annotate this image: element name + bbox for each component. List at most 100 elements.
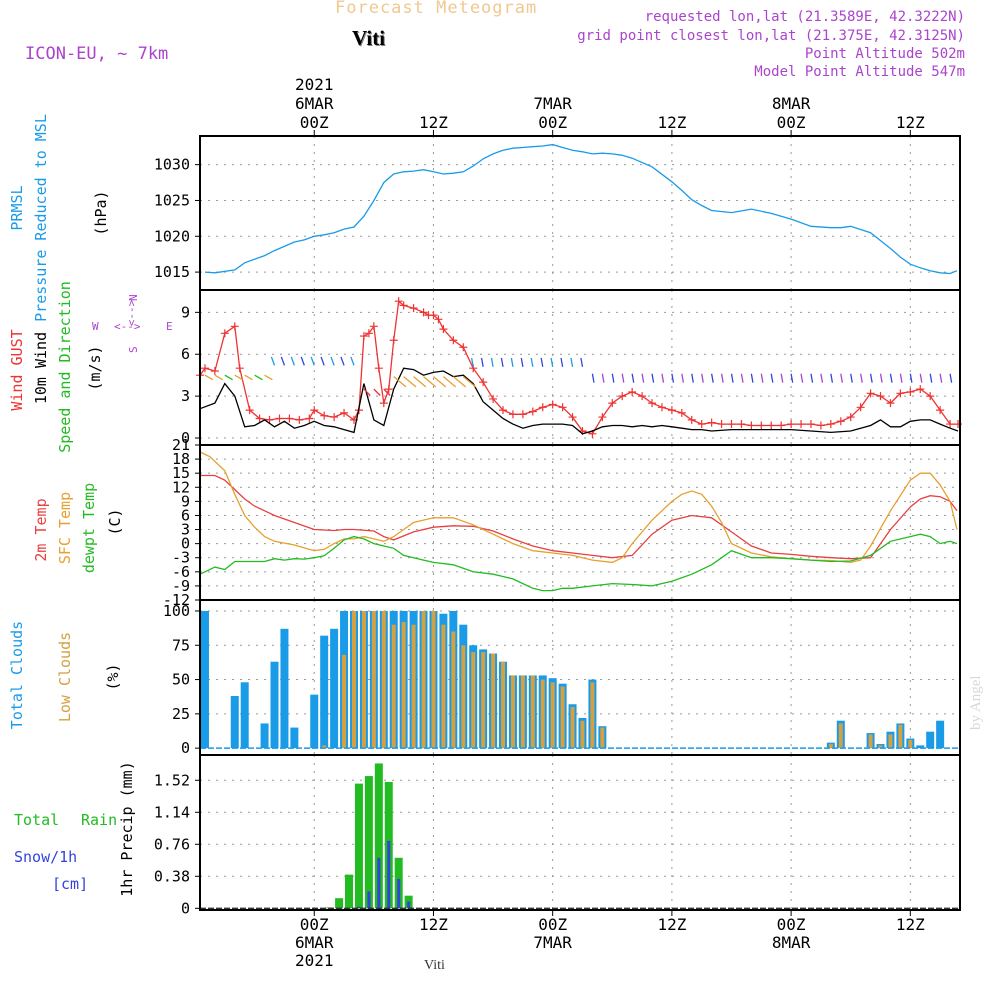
gust-marker [434,315,443,324]
rain-bar [335,898,344,909]
gust-marker [836,417,845,426]
gust-marker [409,304,418,313]
total-cloud-bar [230,696,239,749]
total-cloud-bar [260,723,269,749]
total-cloud-bar [200,610,209,749]
wind-arrow [373,388,381,396]
wind-arrow [510,357,514,367]
gust-marker [598,413,607,422]
wind-arrow [234,374,243,381]
wind-arrow [204,374,214,381]
low-cloud-bar [401,621,406,749]
snow-label: Snow/1h [14,848,77,866]
gust-marker [439,325,448,334]
wind-arrow [601,373,605,383]
wind-ytick-label: 9 [181,303,190,321]
low-cloud-bar [828,744,833,749]
gust-marker [305,414,314,423]
gust-marker [876,392,885,401]
gust-marker [856,403,865,412]
gust-marker [826,420,835,429]
pressure-unit: (hPa) [92,190,110,235]
wind-arrow [840,373,843,383]
gust-marker [787,420,796,429]
gust-marker [235,364,244,373]
wind-arrow [214,374,224,381]
wind-arrow [850,373,853,383]
compass-south: S [127,346,140,353]
prmsl-desc-label: Pressure Reduced to MSL [32,114,50,322]
low-cloud-bar [322,745,327,749]
low-cloud-bar [421,610,426,749]
wind-arrow [889,373,893,383]
low-cloud-bar [888,734,893,749]
bottom-time-label: 12Z [896,915,925,934]
gust-marker [419,308,428,317]
low-cloud-bar [550,682,555,749]
gust-marker [767,421,776,430]
prmsl-line [204,143,958,275]
gust-marker [340,408,349,417]
low-clouds-label: Low Clouds [56,632,74,722]
low-cloud-bar [501,661,506,749]
gust-marker [230,322,239,331]
gust-marker [618,392,627,401]
gust-marker [926,392,935,401]
wind-arrow [470,357,474,367]
low-cloud-bar [461,645,466,749]
clouds-unit: (%) [104,663,122,690]
total-cloud-bar [270,661,279,749]
snow-unit-label: [cm] [52,875,88,893]
clouds-panel: 0 25 50 75 100 Total Clouds Low Clouds (%) [8,599,961,757]
wind-arrow [270,356,276,366]
temperature-ytick-label: -12 [163,591,190,609]
gust-marker [459,343,468,352]
total-clouds-label: Total Clouds [8,621,26,729]
total-cloud-bar [240,682,249,749]
gust-marker [330,413,339,422]
gust-marker [757,421,766,430]
clouds-ytick-label: 0 [181,739,190,757]
gust-marker [245,406,254,415]
total-cloud-bar [330,628,339,749]
top-time-label: 8MAR [772,94,811,113]
gust-marker [846,413,855,422]
temp-unit: (C) [106,508,124,535]
gust-marker [210,366,219,375]
temperature-ytick-label: -3 [172,549,190,567]
wind-arrow [810,373,814,383]
gust-marker [295,415,304,424]
snow-bar [407,901,411,909]
wind-arrow [580,357,584,367]
gust-marker [648,399,657,408]
rain-bar [374,763,383,909]
gust-marker [449,336,458,345]
top-time-label: 00Z [300,113,329,132]
top-time-label: 6MAR [295,94,334,113]
gust-marker [489,394,498,403]
speed-direction-label: Speed and Direction [56,281,74,453]
temperature-ytick-label: 15 [172,464,190,482]
wind-arrow [641,373,645,383]
low-cloud-bar [411,624,416,749]
wind-arrow [340,356,345,366]
gust-marker [220,329,229,338]
total-cloud-bar [320,635,329,749]
prmsl-label: PRMSL [8,185,26,230]
wind-arrow [710,373,714,383]
wind-arrow [224,374,233,381]
low-cloud-bar [868,734,873,749]
gust-marker [608,399,617,408]
gust-marker [558,403,567,412]
rain-bar [345,874,354,909]
low-cloud-bar [600,727,605,749]
precip-ytick-label: 1.52 [154,771,190,789]
wind-arrow [570,357,574,367]
gust-marker [677,408,686,417]
low-cloud-bar [361,610,366,749]
snow-bar [397,878,401,909]
gust-marker [479,378,488,387]
low-cloud-bar [391,624,396,749]
gust-marker [310,406,319,415]
